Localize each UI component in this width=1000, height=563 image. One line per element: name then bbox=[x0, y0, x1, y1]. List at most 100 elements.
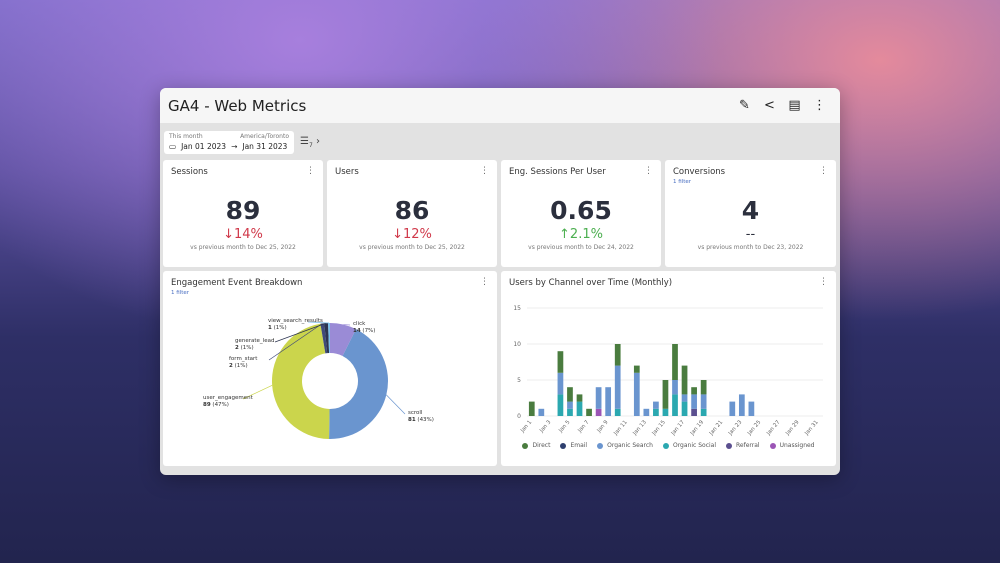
more-vert-icon[interactable]: ⋮ bbox=[644, 166, 653, 176]
bar-segment-referral[interactable] bbox=[691, 408, 697, 416]
more-vert-icon[interactable]: ⋮ bbox=[819, 277, 828, 287]
bar-segment-organic-search[interactable] bbox=[633, 372, 640, 416]
donut-slice-scroll[interactable] bbox=[329, 329, 388, 439]
slice-label: click 14 (7%) bbox=[353, 321, 376, 334]
legend-dot-icon bbox=[522, 442, 529, 449]
leader-line bbox=[274, 322, 327, 343]
filter-button[interactable]: ☰7 › bbox=[300, 136, 320, 149]
bar-segment-organic-search[interactable] bbox=[643, 408, 650, 416]
end-date: Jan 31 2023 bbox=[242, 142, 288, 151]
bar-segment-direct[interactable] bbox=[576, 394, 583, 402]
bar-segment-organic-search[interactable] bbox=[595, 387, 602, 409]
card-filter[interactable]: 1 filter bbox=[171, 290, 190, 296]
bar-segment-organic-search[interactable] bbox=[738, 394, 745, 416]
slice-value: 1 bbox=[268, 325, 272, 331]
legend-item[interactable]: Referral bbox=[726, 442, 760, 449]
bar-segment-direct[interactable] bbox=[557, 351, 564, 373]
kpi-change: ↓12% bbox=[392, 227, 432, 242]
bar-segment-organic-social[interactable] bbox=[662, 408, 669, 416]
bar-segment-organic-social[interactable] bbox=[614, 408, 621, 416]
legend-item[interactable]: Organic Social bbox=[662, 442, 716, 449]
slice-value: 89 bbox=[203, 402, 211, 408]
slice-value: 2 bbox=[235, 345, 239, 351]
bar-segment-organic-search[interactable] bbox=[614, 365, 621, 409]
kpi-filter[interactable]: 1 filter bbox=[673, 179, 692, 185]
bar-segment-organic-search[interactable] bbox=[700, 394, 707, 409]
bar-segment-direct[interactable] bbox=[567, 387, 573, 402]
chevron-right-icon: › bbox=[315, 136, 320, 147]
bar-segment-direct[interactable] bbox=[586, 408, 592, 416]
y-tick-label: 15 bbox=[513, 305, 521, 312]
kpi-comparison: vs previous month to Dec 25, 2022 bbox=[359, 244, 465, 251]
bar-segment-organic-social[interactable] bbox=[653, 408, 659, 416]
legend-item[interactable]: Direct bbox=[522, 442, 550, 449]
bar-segment-direct[interactable] bbox=[633, 365, 640, 373]
donut-slice-form_start[interactable] bbox=[320, 323, 328, 354]
bar-segment-direct[interactable] bbox=[700, 380, 707, 395]
legend-item[interactable]: Email bbox=[560, 442, 587, 449]
donut-chart bbox=[242, 321, 406, 439]
more-vert-icon[interactable]: ⋮ bbox=[480, 277, 489, 287]
donut-slice-view_search_results[interactable] bbox=[328, 323, 330, 354]
bar-segment-organic-search[interactable] bbox=[681, 394, 688, 402]
bar-segment-organic-search[interactable] bbox=[605, 387, 612, 416]
legend-item[interactable]: Unassigned bbox=[769, 442, 815, 449]
bar-segment-direct[interactable] bbox=[681, 365, 688, 395]
x-tick-label: Jan 9 bbox=[596, 419, 610, 435]
bar-segment-organic-social[interactable] bbox=[681, 401, 688, 416]
bar-segment-direct[interactable] bbox=[614, 344, 621, 366]
bar-segment-organic-social[interactable] bbox=[557, 394, 564, 416]
kpi-card: Eng. Sessions Per User ⋮ 0.65 ↑2.1% vs p… bbox=[501, 160, 661, 267]
slice-name: scroll bbox=[408, 410, 423, 416]
more-vert-icon[interactable]: ⋮ bbox=[819, 166, 828, 176]
leader-line bbox=[307, 321, 330, 324]
pdf-icon[interactable]: ▤ bbox=[788, 98, 801, 113]
card-title: Users by Channel over Time (Monthly) bbox=[509, 278, 673, 288]
more-vert-icon[interactable]: ⋮ bbox=[813, 98, 826, 113]
bar-segment-unassigned[interactable] bbox=[595, 408, 602, 416]
bar-segment-direct[interactable] bbox=[691, 387, 697, 395]
bar-segment-organic-social[interactable] bbox=[576, 401, 583, 416]
leader-line bbox=[386, 394, 406, 415]
legend-dot-icon bbox=[662, 442, 669, 449]
legend-dot-icon bbox=[726, 442, 733, 449]
x-tick-label: Jan 27 bbox=[765, 419, 782, 437]
slice-name: generate_lead bbox=[235, 338, 275, 344]
date-preset: This month bbox=[169, 133, 203, 140]
legend-label: Direct bbox=[532, 442, 551, 449]
bar-segment-organic-search[interactable] bbox=[691, 394, 697, 409]
kpi-value: 4 bbox=[741, 196, 760, 225]
bar-segment-direct[interactable] bbox=[662, 380, 669, 409]
kpi-card: Users ⋮ 86 ↓12% vs previous month to Dec… bbox=[327, 160, 497, 267]
leader-line bbox=[268, 323, 323, 361]
y-tick-label: 0 bbox=[517, 413, 521, 420]
bar-segment-organic-search[interactable] bbox=[567, 401, 573, 409]
legend-item[interactable]: Organic Search bbox=[597, 442, 653, 449]
slice-label: form_start 2 (1%) bbox=[229, 356, 258, 369]
bar-segment-organic-social[interactable] bbox=[672, 394, 678, 416]
bar-segment-organic-social[interactable] bbox=[567, 408, 573, 416]
share-icon[interactable]: < bbox=[764, 98, 775, 113]
bar-segment-organic-search[interactable] bbox=[748, 401, 755, 416]
more-vert-icon[interactable]: ⋮ bbox=[480, 166, 489, 176]
bar-segment-organic-search[interactable] bbox=[557, 372, 564, 395]
filter-count: 7 bbox=[308, 142, 313, 149]
donut-slice-generate_lead[interactable] bbox=[324, 323, 330, 354]
bar-segment-organic-search[interactable] bbox=[653, 401, 659, 409]
bar-segment-organic-search[interactable] bbox=[729, 401, 736, 416]
donut-slice-user_engagement[interactable] bbox=[272, 323, 330, 439]
more-vert-icon[interactable]: ⋮ bbox=[306, 166, 315, 176]
bar-segment-organic-social[interactable] bbox=[700, 408, 707, 416]
bar-segment-direct[interactable] bbox=[528, 401, 535, 416]
bar-segment-organic-search[interactable] bbox=[538, 408, 545, 416]
donut-slice-click[interactable] bbox=[330, 323, 357, 356]
bar-segment-organic-search[interactable] bbox=[672, 380, 678, 395]
users-by-channel-card: Users by Channel over Time (Monthly) ⋮ 0… bbox=[501, 271, 836, 466]
kpi-value: 86 bbox=[394, 196, 430, 225]
pencil-icon[interactable]: ✎ bbox=[739, 98, 750, 113]
date-range-picker[interactable]: This month America/Toronto ▭ Jan 01 2023 → J… bbox=[164, 131, 294, 154]
kpi-value: 89 bbox=[225, 196, 261, 225]
timezone: America/Toronto bbox=[240, 133, 289, 140]
bar-segment-direct[interactable] bbox=[672, 344, 678, 380]
